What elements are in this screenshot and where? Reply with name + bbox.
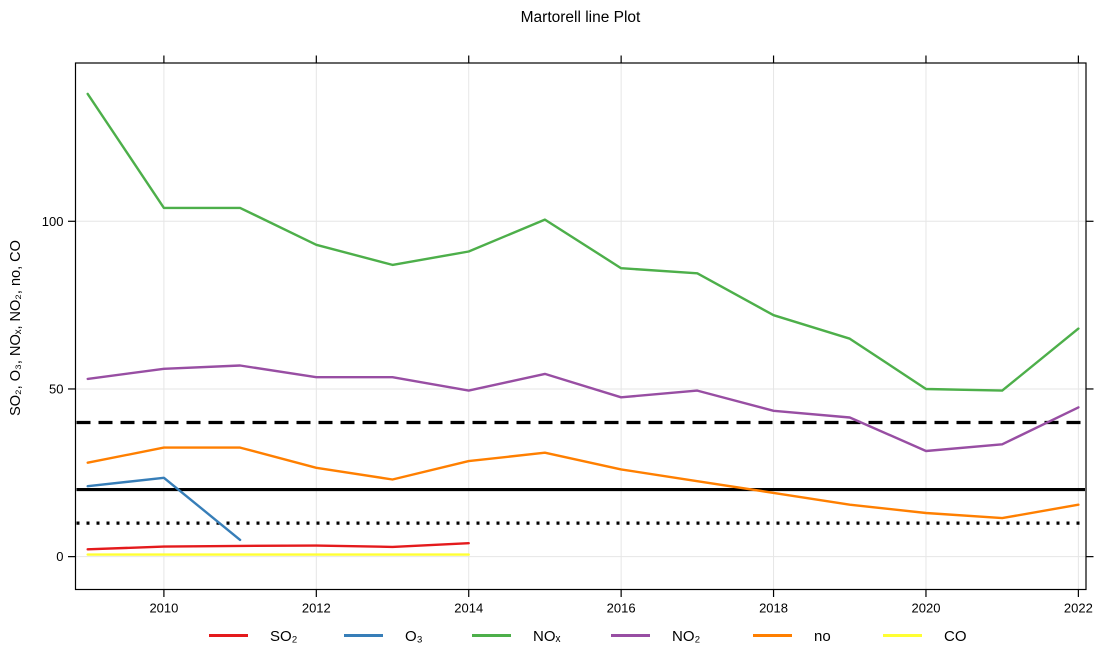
legend-entry-CO: CO — [883, 628, 967, 648]
legend-entry-NOₓ: NOₓ — [472, 628, 560, 648]
legend-swatch-O₃ — [344, 633, 383, 637]
y-tick-label-50: 50 — [49, 381, 63, 396]
legend-entry-no: no — [753, 628, 831, 648]
x-tick-label-2012: 2012 — [302, 601, 331, 616]
series-line-O₃ — [86, 476, 242, 542]
legend-entry-NO₂: NO₂ — [611, 628, 700, 648]
legend-label-no: no — [814, 628, 831, 645]
x-tick-label-2022: 2022 — [1064, 601, 1093, 616]
legend-label-SO₂: SO₂ — [270, 628, 298, 645]
x-tick-label-2010: 2010 — [149, 601, 178, 616]
legend-swatch-no — [753, 633, 792, 637]
legend-swatch-CO — [883, 633, 922, 637]
legend-label-NOₓ: NOₓ — [533, 628, 561, 645]
legend-entry-SO₂: SO₂ — [209, 628, 298, 648]
y-tick-label-0: 0 — [56, 549, 63, 564]
legend-swatch-NO₂ — [611, 633, 650, 637]
plot-border — [74, 62, 1087, 591]
legend-label-O₃: O₃ — [405, 628, 423, 645]
legend-entry-O₃: O₃ — [344, 628, 423, 648]
series-line-SO₂ — [86, 542, 470, 551]
x-tick-label-2014: 2014 — [454, 601, 483, 616]
legend-label-NO₂: NO₂ — [672, 628, 701, 645]
y-tick-label-100: 100 — [42, 214, 64, 229]
legend-swatch-SO₂ — [209, 633, 248, 637]
x-tick-label-2016: 2016 — [607, 601, 636, 616]
series-line-NOₓ — [86, 92, 1080, 392]
x-tick-label-2020: 2020 — [912, 601, 941, 616]
legend-swatch-NOₓ — [472, 633, 511, 637]
series-line-NO₂ — [86, 364, 1080, 453]
chart-title: Martorell line Plot — [520, 9, 641, 26]
legend: SO₂ O₃ NOₓ NO₂ no CO — [0, 628, 1113, 658]
x-tick-label-2018: 2018 — [759, 601, 788, 616]
legend-label-CO: CO — [944, 628, 967, 645]
series-line-no — [86, 446, 1080, 520]
